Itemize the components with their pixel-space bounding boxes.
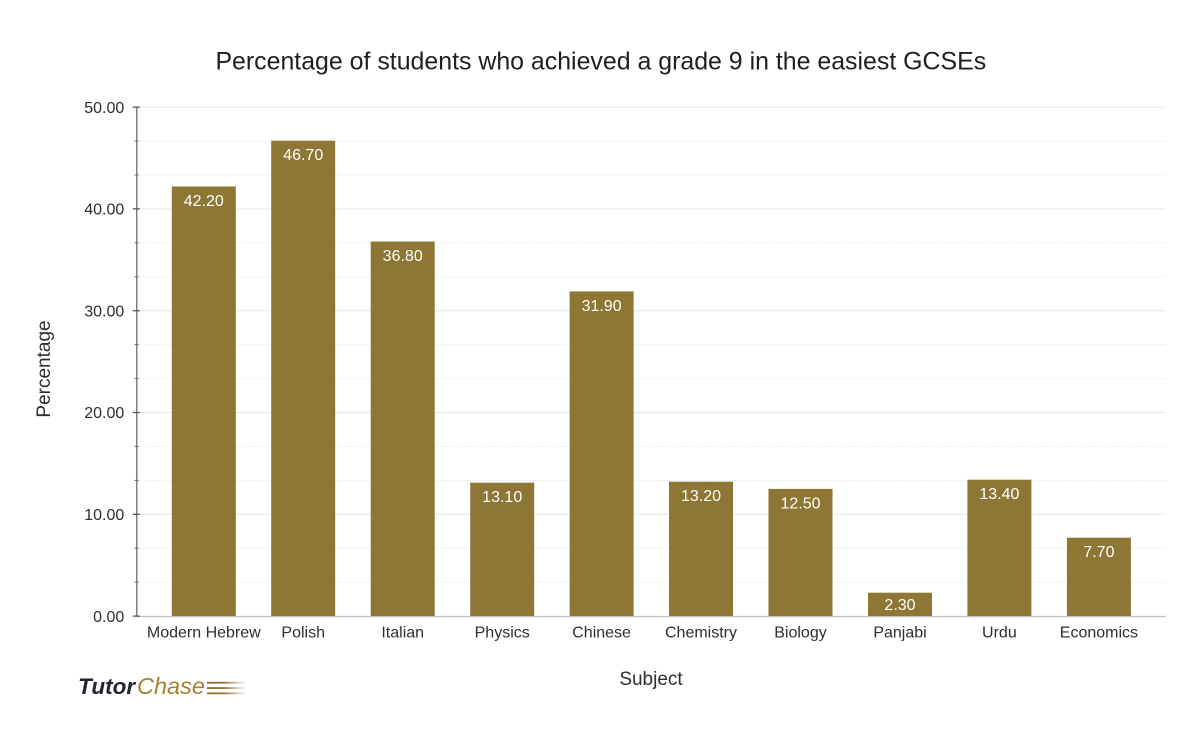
svg-text:Chase: Chase — [137, 673, 205, 699]
svg-text:0.00: 0.00 — [93, 609, 124, 626]
svg-text:Economics: Economics — [1060, 625, 1138, 642]
svg-text:Percentage of students who ach: Percentage of students who achieved a gr… — [215, 47, 986, 75]
svg-text:10.00: 10.00 — [84, 507, 124, 524]
svg-text:Polish: Polish — [281, 625, 325, 642]
svg-text:Physics: Physics — [475, 625, 530, 642]
svg-text:Biology: Biology — [774, 625, 826, 642]
svg-text:13.20: 13.20 — [681, 488, 721, 505]
svg-text:42.20: 42.20 — [184, 193, 224, 210]
svg-text:Panjabi: Panjabi — [873, 625, 926, 642]
svg-text:36.80: 36.80 — [383, 248, 423, 265]
svg-text:31.90: 31.90 — [582, 298, 622, 315]
svg-text:Italian: Italian — [381, 625, 424, 642]
svg-text:50.00: 50.00 — [84, 100, 124, 117]
svg-text:Chemistry: Chemistry — [665, 625, 737, 642]
svg-text:Modern Hebrew: Modern Hebrew — [147, 625, 261, 642]
svg-text:13.10: 13.10 — [482, 489, 522, 506]
svg-text:46.70: 46.70 — [283, 147, 323, 164]
svg-text:30.00: 30.00 — [84, 303, 124, 320]
svg-text:2.30: 2.30 — [884, 597, 915, 614]
svg-text:40.00: 40.00 — [84, 202, 124, 219]
svg-text:12.50: 12.50 — [780, 495, 820, 512]
svg-text:20.00: 20.00 — [84, 405, 124, 422]
svg-text:Chinese: Chinese — [572, 625, 631, 642]
svg-text:7.70: 7.70 — [1083, 544, 1114, 561]
svg-text:Subject: Subject — [619, 669, 683, 690]
svg-text:Urdu: Urdu — [982, 625, 1017, 642]
svg-text:13.40: 13.40 — [979, 486, 1019, 503]
svg-text:Percentage: Percentage — [34, 320, 55, 417]
svg-text:Tutor: Tutor — [78, 674, 136, 699]
